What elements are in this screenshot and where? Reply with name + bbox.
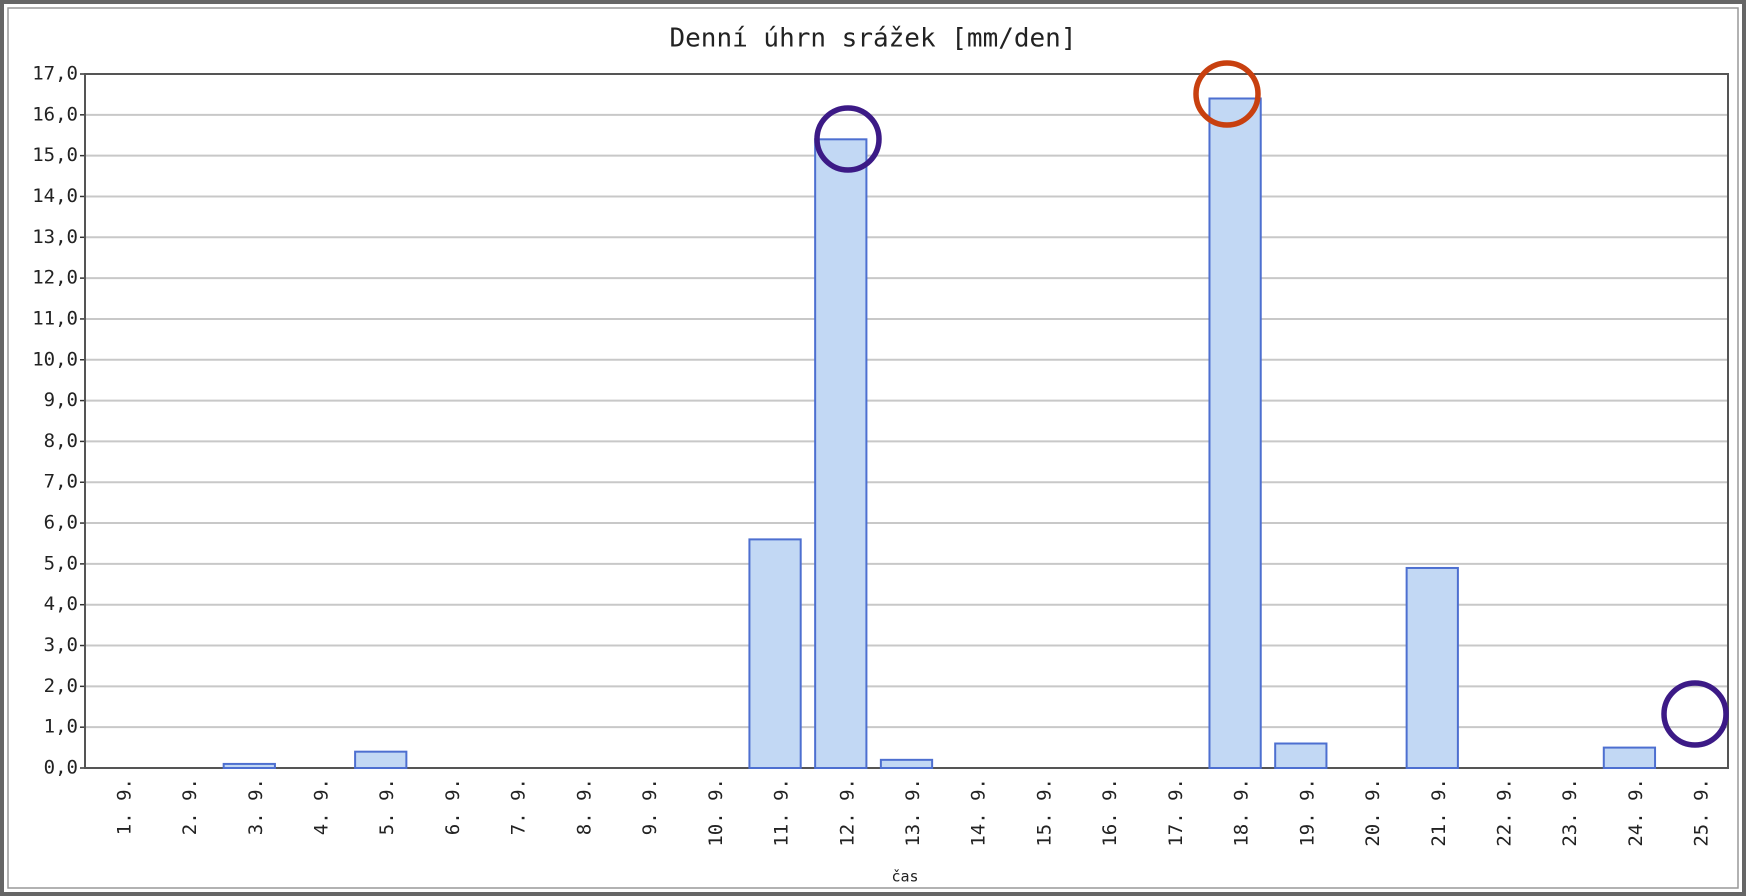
bar (222, 762, 276, 770)
y-tick-label: 13,0 (32, 226, 78, 248)
x-tick-label: 19. 9. (1296, 778, 1318, 847)
x-tick-label: 3. 9. (245, 778, 267, 835)
y-tick-label: 9,0 (44, 389, 78, 411)
y-tick-label: 3,0 (44, 634, 78, 656)
y-tick-label: 7,0 (44, 471, 78, 493)
y-tick-label: 8,0 (44, 430, 78, 452)
bar (1208, 97, 1262, 769)
x-tick-label: 11. 9. (771, 778, 793, 847)
y-tick-label: 16,0 (32, 103, 78, 125)
x-axis-label: čas (891, 868, 918, 886)
highlight-circle (814, 105, 882, 173)
x-tick-label: 7. 9. (508, 778, 530, 835)
bar (1274, 742, 1328, 769)
x-tick-label: 9. 9. (639, 778, 661, 835)
bar (354, 750, 408, 770)
plot: 0,0 1,0 2,0 3,0 4,0 5,0 6,0 7,0 8,0 9,0 10,0 11,0 12… (32, 63, 1729, 847)
y-tick-label: 6,0 (44, 512, 78, 534)
y-tick-label: 17,0 (32, 63, 78, 85)
y-tick-label: 5,0 (44, 552, 78, 574)
highlight-circle (1193, 60, 1261, 128)
bar (814, 138, 868, 770)
y-tick-label: 0,0 (44, 757, 78, 779)
x-tick-label: 2. 9. (179, 778, 201, 835)
x-tick-label: 20. 9. (1362, 778, 1384, 847)
x-tick-label: 16. 9. (1099, 778, 1121, 847)
bar (1405, 566, 1459, 770)
x-tick-label: 12. 9. (836, 778, 858, 847)
y-tick-label: 10,0 (32, 348, 78, 370)
x-tick-label: 23. 9. (1559, 778, 1581, 847)
x-tick-label: 24. 9. (1625, 778, 1647, 847)
y-tick-label: 14,0 (32, 185, 78, 207)
y-tick-label: 15,0 (32, 144, 78, 166)
x-tick-label: 21. 9. (1428, 778, 1450, 847)
y-tick-label: 4,0 (44, 593, 78, 615)
inner-frame (7, 7, 1739, 889)
x-tick-label: 13. 9. (902, 778, 924, 847)
y-tick-label: 1,0 (44, 716, 78, 738)
y-tick-label: 2,0 (44, 675, 78, 697)
x-tick-label: 15. 9. (1033, 778, 1055, 847)
x-tick-label: 8. 9. (573, 778, 595, 835)
x-tick-label: 14. 9. (968, 778, 990, 847)
x-tick-label: 22. 9. (1493, 778, 1515, 847)
y-tick-label: 11,0 (32, 307, 78, 329)
y-tick-label: 12,0 (32, 267, 78, 289)
x-tick-label: 17. 9. (1165, 778, 1187, 847)
x-tick-label: 18. 9. (1231, 778, 1253, 847)
x-tick-label: 5. 9. (376, 778, 398, 835)
x-tick-label: 1. 9. (113, 778, 135, 835)
x-tick-label: 4. 9. (311, 778, 333, 835)
x-tick-label: 10. 9. (705, 778, 727, 847)
bar (748, 538, 802, 770)
x-tick-label: 6. 9. (442, 778, 464, 835)
bar (879, 758, 934, 769)
highlight-circle (1661, 680, 1729, 748)
bar (1602, 746, 1657, 770)
chart-title: Denní úhrn srážek [mm/den] (670, 24, 1077, 54)
x-tick-label: 25. 9. (1691, 778, 1713, 847)
